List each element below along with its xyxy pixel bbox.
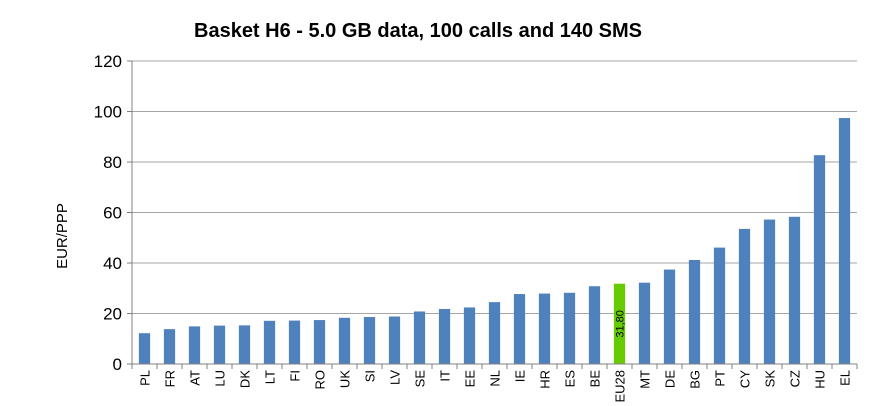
x-tick-label: DE (663, 370, 678, 388)
x-tick-label: MT (638, 370, 653, 389)
bar-ie (513, 294, 526, 364)
bar-ro (313, 320, 326, 364)
x-tick-label: SK (763, 370, 778, 388)
bar-el (838, 118, 851, 364)
bar-mt (638, 282, 651, 364)
x-tick-label: FI (288, 370, 303, 382)
x-tick-label: BE (588, 370, 603, 388)
x-tick-label: EL (838, 370, 853, 386)
axes (127, 60, 858, 369)
y-tick-label: 20 (103, 305, 122, 324)
y-tick-label: 40 (103, 254, 122, 273)
bar-at (188, 326, 201, 364)
data-label-eu28: 31,80 (615, 310, 627, 338)
x-tick-label: CY (738, 370, 753, 388)
x-tick-label: HU (813, 370, 828, 389)
bar-fi (288, 320, 301, 364)
bar-lv (388, 316, 401, 364)
y-tick-label: 0 (113, 355, 122, 374)
chart-title: Basket H6 - 5.0 GB data, 100 calls and 1… (194, 20, 642, 42)
bar-de (663, 269, 676, 364)
bar-cy (738, 228, 751, 364)
bars (138, 118, 851, 364)
x-tick-label: HR (538, 370, 553, 389)
x-tick-label: RO (313, 370, 328, 390)
x-tick-label: SI (363, 370, 378, 382)
bar-es (563, 292, 576, 364)
x-tick-label: EU28 (613, 370, 628, 403)
bar-nl (488, 302, 501, 364)
y-tick-label: 120 (94, 52, 122, 71)
x-tick-label: LT (263, 370, 278, 384)
x-tick-label: LU (213, 370, 228, 387)
x-tick-label: PL (138, 370, 153, 386)
x-tick-label: BG (688, 370, 703, 389)
x-tick-label: ES (563, 370, 578, 388)
x-tick-label: IE (513, 370, 528, 383)
bar-se (413, 311, 426, 364)
x-tick-label: SE (413, 370, 428, 388)
x-tick-label: UK (338, 370, 353, 388)
bar-sk (763, 219, 776, 364)
bar-ee (463, 307, 476, 364)
bar-pl (138, 333, 151, 364)
bar-uk (338, 317, 351, 364)
bar-cz (788, 216, 801, 364)
x-tick-label: CZ (788, 370, 803, 387)
bar-si (363, 317, 376, 364)
x-tick-label: PT (713, 370, 728, 387)
bar-fr (163, 329, 176, 364)
bar-lt (263, 320, 276, 364)
bar-hr (538, 293, 551, 364)
x-tick-label: LV (388, 370, 403, 385)
y-tick-label: 60 (103, 204, 122, 223)
bar-pt (713, 247, 726, 364)
gridlines (132, 60, 857, 314)
bar-lu (213, 325, 226, 364)
y-tick-label: 80 (103, 153, 122, 172)
bar-it (438, 308, 451, 364)
bar-be (588, 286, 601, 364)
tick-labels: 0 20 40 60 80 100 120 PL FR AT LU DK LT FI RO UK SI LV SE I… (94, 52, 853, 403)
x-tick-label: DK (238, 370, 253, 388)
x-tick-label: FR (163, 370, 178, 387)
bar-bg (688, 259, 701, 364)
x-tick-label: IT (438, 370, 453, 382)
x-tick-label: NL (488, 370, 503, 387)
bar-dk (238, 325, 251, 364)
x-tick-label: EE (463, 370, 478, 388)
bar-hu (813, 155, 826, 364)
x-tick-label: AT (188, 370, 203, 386)
bar-eu28 (613, 283, 626, 364)
y-axis-label: EUR/PPP (54, 203, 71, 269)
y-tick-label: 100 (94, 103, 122, 122)
